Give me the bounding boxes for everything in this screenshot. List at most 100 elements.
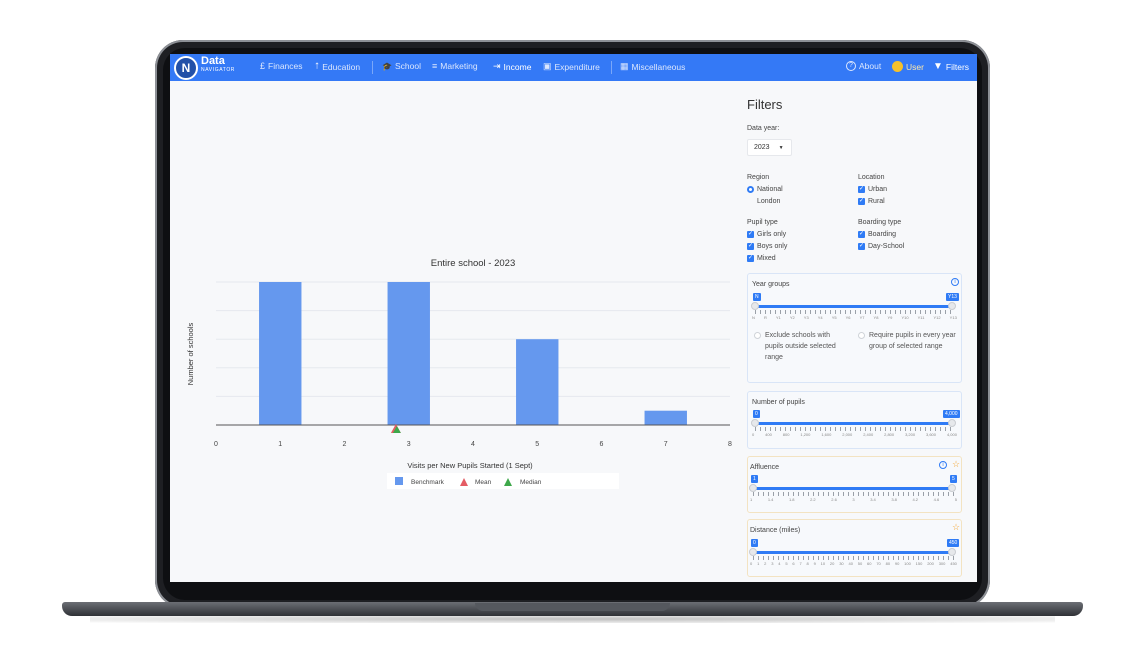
tick-label: 8 bbox=[806, 561, 809, 566]
sign-in-icon: ⇥ bbox=[493, 61, 501, 71]
nav-miscellaneous[interactable]: ▦ Miscellaneous bbox=[620, 61, 685, 72]
region-option-london[interactable]: London bbox=[747, 198, 780, 205]
star-icon[interactable]: ☆ bbox=[952, 459, 961, 469]
info-icon[interactable]: i bbox=[939, 461, 947, 469]
nav-income[interactable]: ⇥ Income bbox=[493, 61, 531, 72]
star-icon[interactable]: ☆ bbox=[952, 522, 961, 532]
nav-finances[interactable]: £ Finances bbox=[260, 61, 303, 71]
tick-label: 3.8 bbox=[891, 497, 897, 502]
tick-label: Y13 bbox=[949, 315, 957, 320]
x-axis-label: Visits per New Pupils Started (1 Sept) bbox=[407, 461, 533, 470]
pupil-type-boys[interactable]: ✓ Boys only bbox=[747, 243, 788, 250]
data-year-select[interactable]: 2023 ▼ bbox=[747, 139, 792, 156]
tick-label: 2,000 bbox=[842, 432, 853, 437]
region-option-national[interactable]: National bbox=[747, 186, 783, 193]
pound-icon: £ bbox=[260, 61, 266, 71]
year-groups-title: Year groups bbox=[752, 281, 790, 288]
tick-label: 100 bbox=[904, 561, 911, 566]
slider-track[interactable] bbox=[752, 551, 954, 554]
legend-label: Median bbox=[520, 479, 542, 486]
tick-label: 5 bbox=[954, 497, 957, 502]
slider-max-handle[interactable] bbox=[948, 484, 956, 492]
question-circle-icon: ? bbox=[846, 61, 856, 71]
tick-label: 3.4 bbox=[870, 497, 876, 502]
filters-title: Filters bbox=[747, 97, 783, 112]
x-tick-label: 5 bbox=[535, 441, 539, 448]
graduation-cap-icon: 🎓 bbox=[382, 61, 392, 71]
tick-label: 3 bbox=[852, 497, 855, 502]
chart-panel: 0 1 2 3 4 5 6 7 8 Entire school - 2023 Visits per … bbox=[170, 81, 745, 582]
location-option-rural[interactable]: ✓ Rural bbox=[858, 198, 885, 205]
nav-expenditure[interactable]: ▣ Expenditure bbox=[543, 61, 600, 72]
nav-label: Education bbox=[322, 61, 361, 72]
location-option-urban[interactable]: ✓ Urban bbox=[858, 186, 888, 193]
nav-label: Filters bbox=[945, 61, 970, 72]
slider-track[interactable] bbox=[754, 305, 954, 308]
nav-user[interactable]: User bbox=[892, 61, 924, 72]
bar bbox=[259, 282, 302, 425]
require-pupils-option[interactable]: Require pupils in every year group of se… bbox=[858, 330, 958, 352]
slider-min-handle[interactable] bbox=[751, 302, 759, 310]
pupil-type-girls[interactable]: ✓ Girls only bbox=[747, 231, 787, 238]
exclude-schools-option[interactable]: Exclude schools with pupils outside sele… bbox=[754, 330, 846, 363]
bar-chart: 0 1 2 3 4 5 6 7 8 Entire school - 2023 Visits per … bbox=[186, 258, 732, 489]
nav-education[interactable]: ⭡ Education bbox=[315, 61, 360, 72]
tick-label: Y5 bbox=[831, 315, 837, 320]
app-screen: N Data NAVIGATOR £ Finances ⭡ Education … bbox=[170, 54, 977, 582]
x-tick-label: 0 bbox=[214, 441, 218, 448]
nav-label: About bbox=[859, 61, 882, 71]
brand[interactable]: Data NAVIGATOR bbox=[201, 56, 235, 73]
tick-label: Y12 bbox=[933, 315, 941, 320]
tick-label: 3,600 bbox=[926, 432, 937, 437]
y-axis-label: Number of schools bbox=[186, 322, 195, 385]
nav-filters[interactable]: ▼ Filters bbox=[933, 61, 969, 72]
checkbox-checked-icon: ✓ bbox=[858, 198, 865, 205]
tick-label: 150 bbox=[915, 561, 923, 566]
tick-label: 1,200 bbox=[800, 432, 811, 437]
slider-max-handle[interactable] bbox=[948, 302, 956, 310]
filters-sidebar: Filters Data year: 2023 ▼ Region Nationa… bbox=[745, 81, 977, 582]
slider-min-value: 1 bbox=[751, 475, 758, 483]
chart-title: Entire school - 2023 bbox=[431, 258, 516, 269]
brand-subtitle: NAVIGATOR bbox=[201, 67, 236, 73]
nav-school[interactable]: 🎓 School bbox=[382, 61, 421, 71]
slider-ticks bbox=[755, 310, 954, 314]
tick-label: 5 bbox=[785, 561, 788, 566]
logo-icon[interactable]: N bbox=[174, 56, 198, 80]
tick-label: 1.4 bbox=[767, 497, 774, 502]
slider-max-handle[interactable] bbox=[948, 419, 956, 427]
slider-max-value: Y13 bbox=[946, 293, 959, 301]
info-icon[interactable]: i bbox=[951, 278, 959, 286]
slider-min-handle[interactable] bbox=[749, 484, 757, 492]
pupil-type-mixed[interactable]: ✓ Mixed bbox=[747, 255, 776, 262]
legend-swatch-median bbox=[504, 478, 512, 486]
slider-track[interactable] bbox=[754, 422, 954, 425]
slider-ticks bbox=[753, 492, 954, 496]
slider-min-handle[interactable] bbox=[749, 548, 757, 556]
tick-label: Y6 bbox=[845, 315, 851, 320]
nav-about[interactable]: ? About bbox=[846, 61, 881, 71]
boarding-type-boarding[interactable]: ✓ Boarding bbox=[858, 231, 897, 238]
laptop-notch bbox=[475, 603, 670, 611]
nav-marketing[interactable]: ≡ Marketing bbox=[432, 61, 478, 71]
tick-label: Y9 bbox=[887, 315, 893, 320]
tick-label: 7 bbox=[799, 561, 802, 566]
brand-name: Data bbox=[201, 55, 225, 67]
slider-max-handle[interactable] bbox=[948, 548, 956, 556]
x-tick-label: 2 bbox=[343, 441, 347, 448]
slider-track[interactable] bbox=[752, 487, 954, 490]
nav-label: User bbox=[906, 61, 924, 72]
slider-min-handle[interactable] bbox=[751, 419, 759, 427]
slider-ticks bbox=[753, 556, 954, 560]
tick-label: 400 bbox=[765, 432, 772, 437]
affluence-title: Affluence bbox=[750, 464, 780, 471]
x-tick-label: 8 bbox=[728, 441, 732, 448]
x-tick-label: 7 bbox=[664, 441, 668, 448]
money-icon: ▣ bbox=[543, 61, 552, 71]
tick-label: N bbox=[752, 315, 755, 320]
boarding-type-day[interactable]: ✓ Day-School bbox=[858, 243, 905, 250]
nav-divider bbox=[611, 61, 612, 74]
year-groups-panel: Year groups i N Y13 N R Y1 Y2 Y3 Y4 Y5 Y6 Y7 Y8 Y9… bbox=[747, 273, 962, 383]
nav-label: Expenditure bbox=[554, 61, 600, 72]
